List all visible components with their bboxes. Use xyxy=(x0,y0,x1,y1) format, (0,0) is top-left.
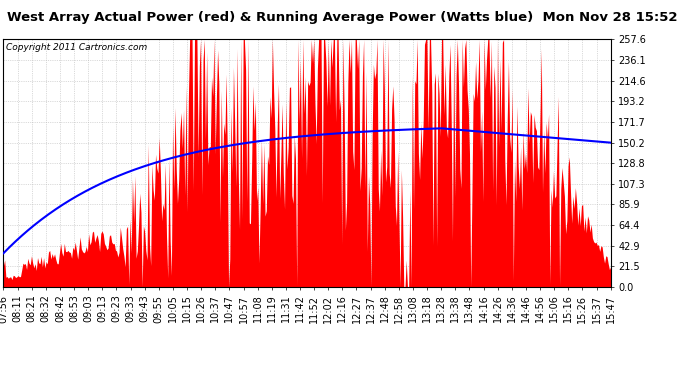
Text: West Array Actual Power (red) & Running Average Power (Watts blue)  Mon Nov 28 1: West Array Actual Power (red) & Running … xyxy=(7,11,678,24)
Text: Copyright 2011 Cartronics.com: Copyright 2011 Cartronics.com xyxy=(6,43,148,52)
